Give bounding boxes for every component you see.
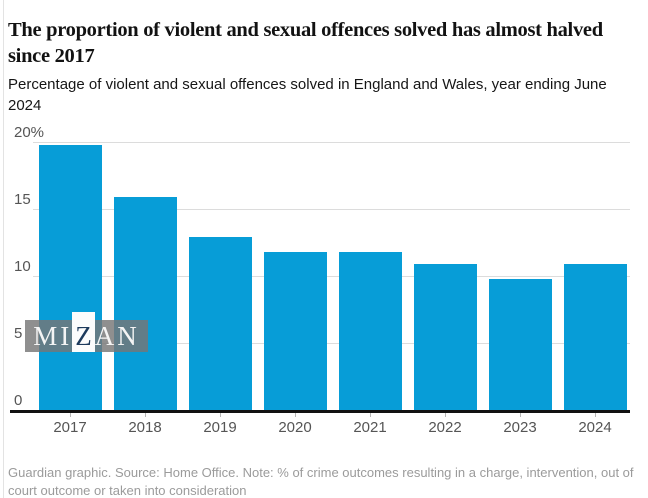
x-axis-tick-2022 (445, 413, 446, 417)
bar-2020 (263, 251, 327, 410)
x-axis-label-2018: 2018 (128, 419, 162, 436)
x-axis-label-2022: 2022 (428, 419, 462, 436)
source-note: Guardian graphic. Source: Home Office. N… (8, 465, 634, 498)
bar-2018 (113, 196, 177, 410)
watermark-text-suffix: AN (94, 321, 140, 351)
y-axis-label-10: 10 (14, 258, 31, 275)
x-axis-tick-2018 (145, 413, 146, 417)
y-axis-label-0: 0 (14, 392, 23, 409)
gridline-5 (33, 343, 630, 344)
x-axis-line (10, 410, 630, 413)
x-axis-label-2023: 2023 (503, 419, 537, 436)
page-left-border (3, 0, 4, 498)
gridline-10 (33, 276, 630, 277)
y-axis-label-5: 5 (14, 325, 23, 342)
x-axis-label-2017: 2017 (53, 419, 87, 436)
x-axis-tick-2017 (70, 413, 71, 417)
gridline-15 (33, 209, 630, 210)
bar-2017 (38, 144, 102, 410)
x-axis-tick-2020 (295, 413, 296, 417)
x-axis-tick-2024 (595, 413, 596, 417)
x-axis-label-2021: 2021 (353, 419, 387, 436)
x-axis-label-2019: 2019 (203, 419, 237, 436)
mizan-watermark: MI Z AN (25, 311, 148, 352)
chart-title: The proportion of violent and sexual off… (8, 18, 603, 67)
x-axis-tick-2019 (220, 413, 221, 417)
bar-2023 (488, 278, 552, 410)
watermark-text-prefix: MI (33, 321, 73, 351)
bar-2022 (413, 263, 477, 410)
bar-2019 (188, 237, 252, 410)
bar-2021 (338, 251, 402, 410)
y-axis-label-20: 20% (14, 124, 45, 141)
x-axis-tick-2023 (520, 413, 521, 417)
gridline-20 (33, 142, 630, 143)
x-axis-tick-2021 (370, 413, 371, 417)
bar-2024 (563, 263, 627, 410)
x-axis-label-2020: 2020 (278, 419, 312, 436)
watermark-text-highlight: Z (72, 311, 95, 352)
x-axis-label-2024: 2024 (578, 419, 612, 436)
y-axis-label-15: 15 (14, 191, 31, 208)
chart-subtitle: Percentage of violent and sexual offence… (8, 76, 607, 114)
